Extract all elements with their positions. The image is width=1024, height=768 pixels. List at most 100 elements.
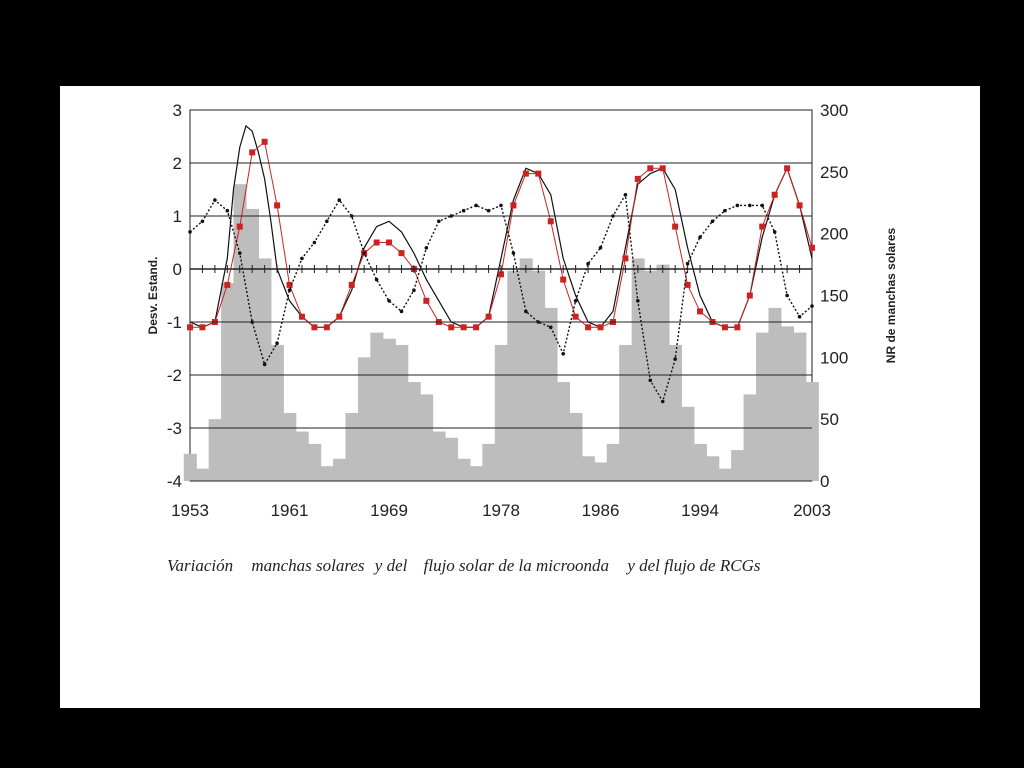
microwave-flux-marker bbox=[286, 281, 293, 288]
sunspot-bar bbox=[507, 270, 521, 481]
sunspot-bar bbox=[668, 344, 682, 481]
sunspot-bar bbox=[221, 283, 235, 481]
microwave-flux-marker bbox=[348, 281, 355, 288]
y-right-tick-label: 200 bbox=[820, 225, 848, 244]
y-left-tick-label: 2 bbox=[173, 154, 182, 173]
sunspot-bar bbox=[731, 450, 745, 481]
rcg-flux-point bbox=[548, 325, 553, 330]
microwave-flux-marker bbox=[697, 308, 704, 315]
rcg-flux-point bbox=[412, 288, 416, 292]
sunspot-bar bbox=[245, 208, 260, 481]
microwave-flux-marker bbox=[572, 313, 579, 320]
sunspot-bar bbox=[718, 468, 732, 481]
sunspot-bar bbox=[556, 382, 571, 481]
x-tick-label: 1994 bbox=[681, 501, 719, 520]
rcg-flux-point bbox=[636, 299, 640, 303]
rcg-flux-point bbox=[461, 208, 466, 213]
sunspot-bar bbox=[457, 458, 471, 481]
rcg-flux-point bbox=[337, 198, 342, 202]
y-right-tick-label: 300 bbox=[820, 101, 848, 120]
sunspot-bar bbox=[780, 326, 794, 481]
microwave-flux-marker bbox=[585, 324, 592, 331]
microwave-flux-connector bbox=[190, 140, 813, 328]
sunspot-bar bbox=[805, 382, 819, 481]
rcg-flux-point bbox=[511, 251, 516, 255]
sunspot-bar bbox=[532, 270, 546, 481]
rcg-flux-point bbox=[524, 309, 528, 314]
rcg-flux-point bbox=[623, 193, 628, 197]
rcg-flux-point bbox=[437, 219, 441, 224]
sunspot-bar bbox=[519, 258, 533, 481]
microwave-flux-marker bbox=[634, 175, 641, 182]
microwave-flux-marker bbox=[510, 202, 517, 209]
rcg-flux-point bbox=[760, 203, 765, 208]
microwave-flux-marker bbox=[261, 138, 268, 145]
x-tick-label: 1961 bbox=[271, 501, 309, 520]
sunspot-bar bbox=[395, 344, 409, 481]
microwave-flux-marker bbox=[659, 165, 666, 172]
rcg-flux-point bbox=[200, 219, 205, 224]
sunspot-bar bbox=[619, 344, 633, 481]
sunspot-bar bbox=[333, 458, 347, 481]
microwave-flux-marker bbox=[498, 271, 504, 278]
rcg-flux-point bbox=[262, 362, 267, 367]
sunspot-bar bbox=[308, 443, 322, 481]
sunspot-bar bbox=[482, 443, 496, 481]
microwave-flux-marker bbox=[684, 281, 691, 288]
rcg-flux-point bbox=[797, 314, 802, 319]
rcg-flux-point bbox=[772, 230, 777, 234]
rcg-flux-point bbox=[424, 246, 429, 250]
caption-part-microonda: flujo solar de la microonda bbox=[423, 556, 610, 575]
rcg-flux-point bbox=[499, 203, 503, 208]
rcg-flux-point bbox=[698, 235, 702, 239]
microwave-flux-marker bbox=[597, 324, 604, 331]
microwave-flux-marker bbox=[473, 324, 480, 331]
microwave-flux-line bbox=[189, 124, 813, 329]
y-left-tick-label: -1 bbox=[167, 313, 182, 332]
y-left-tick-label: 1 bbox=[173, 207, 182, 226]
rcg-flux-point bbox=[237, 251, 242, 255]
y-right-tick-label: 100 bbox=[820, 348, 848, 367]
rcg-flux-point bbox=[660, 399, 665, 404]
microwave-flux-marker bbox=[672, 223, 679, 230]
rcg-flux-point bbox=[300, 256, 304, 261]
sunspot-bar bbox=[320, 466, 334, 481]
figure-caption: Variación manchas solares y del flujo so… bbox=[167, 556, 867, 576]
microwave-flux-marker bbox=[386, 239, 393, 246]
y-right-tick-label: 50 bbox=[820, 410, 839, 429]
microwave-flux-marker bbox=[323, 324, 330, 331]
sunspot-bar bbox=[196, 468, 210, 481]
microwave-flux-marker bbox=[236, 223, 243, 230]
microwave-flux-marker bbox=[759, 223, 766, 230]
rcg-flux-point bbox=[387, 299, 391, 303]
sunspot-bar bbox=[756, 332, 770, 481]
rcg-flux-point bbox=[213, 198, 217, 202]
microwave-flux-marker bbox=[249, 149, 256, 156]
sunspot-bar bbox=[544, 307, 558, 481]
x-tick-label: 1986 bbox=[582, 501, 620, 520]
rcg-flux-point bbox=[748, 203, 752, 208]
sunspot-bar bbox=[656, 264, 670, 481]
microwave-flux-marker bbox=[298, 313, 305, 320]
rcg-flux-point bbox=[399, 309, 404, 314]
sunspot-bar bbox=[631, 258, 645, 481]
sunspot-bar bbox=[594, 462, 608, 481]
rcg-flux-point bbox=[225, 208, 230, 213]
rcg-flux-point bbox=[598, 246, 603, 250]
series-bars bbox=[183, 184, 819, 481]
rcg-flux-point bbox=[486, 208, 491, 213]
rcg-flux-point bbox=[673, 357, 677, 361]
microwave-flux-marker bbox=[187, 324, 193, 331]
microwave-flux-marker bbox=[746, 292, 753, 299]
microwave-flux-marker bbox=[721, 324, 728, 331]
microwave-flux-marker bbox=[622, 255, 629, 262]
caption-part-ydel: y del bbox=[374, 556, 408, 575]
x-tick-label: 1969 bbox=[370, 501, 408, 520]
rcg-flux-point bbox=[374, 277, 379, 282]
rcg-flux-point bbox=[275, 341, 279, 345]
y-left-axis-label: Desv. Estand. bbox=[146, 257, 160, 335]
series-markers bbox=[187, 138, 815, 331]
rcg-flux-point bbox=[561, 352, 565, 356]
rcg-flux-point bbox=[648, 378, 653, 383]
sunspot-bar bbox=[345, 412, 359, 481]
